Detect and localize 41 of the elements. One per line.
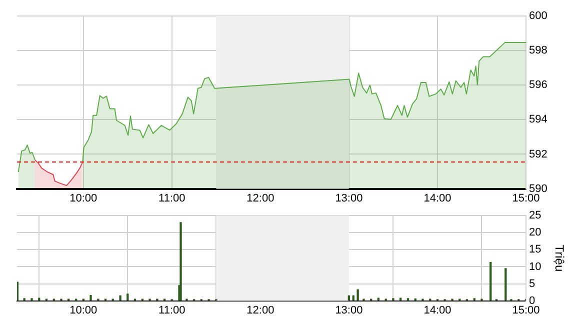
x-tick-label: 11:00 <box>158 304 186 316</box>
x-tick-label: 13:00 <box>335 304 363 316</box>
bar <box>119 295 122 301</box>
bar <box>377 298 380 301</box>
bar <box>490 262 492 301</box>
bar <box>356 289 359 301</box>
y-tick-label: 600 <box>529 10 548 22</box>
bar <box>90 295 92 301</box>
y-tick-label: 10 <box>529 260 542 273</box>
bar <box>406 298 410 301</box>
y-tick-label: 592 <box>529 148 548 160</box>
x-tick-label: 13:00 <box>335 192 363 204</box>
bar <box>392 298 394 301</box>
y-tick-label: 15 <box>529 244 542 256</box>
y-tick-label: 25 <box>529 210 542 222</box>
bar <box>23 298 26 301</box>
bar <box>473 298 476 301</box>
bar <box>180 222 182 301</box>
bar <box>17 282 19 301</box>
bar <box>38 298 40 301</box>
bar <box>30 298 33 301</box>
y-axis-title: Triệu <box>552 244 566 272</box>
y-tick-label: 5 <box>529 278 536 290</box>
x-tick-label: 10:00 <box>70 304 98 316</box>
bar <box>504 268 507 301</box>
y-tick-label: 20 <box>529 226 542 239</box>
y-tick-label: 598 <box>529 44 548 57</box>
y-tick-label: 590 <box>529 182 548 195</box>
x-tick-label: 11:00 <box>158 192 186 204</box>
x-tick-label: 14:00 <box>424 192 452 204</box>
x-tick-label: 12:00 <box>246 304 274 316</box>
bar <box>399 298 402 301</box>
y-tick-label: 0 <box>529 294 536 307</box>
x-tick-label: 15:00 <box>512 192 540 204</box>
bar <box>126 294 129 301</box>
x-tick-label: 15:00 <box>512 304 540 316</box>
x-tick-label: 12:00 <box>246 192 274 204</box>
y-tick-label: 594 <box>529 114 548 126</box>
x-tick-label: 14:00 <box>424 304 452 316</box>
x-tick-label: 10:00 <box>70 192 98 204</box>
y-tick-label: 596 <box>529 79 548 92</box>
